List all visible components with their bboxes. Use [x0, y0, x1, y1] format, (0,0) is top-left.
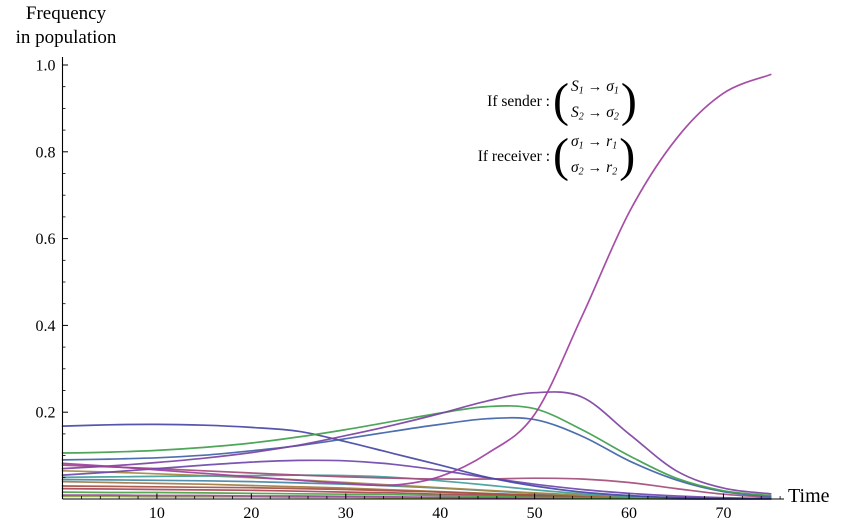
series-path-strategy-maroon-pink: [61, 464, 772, 499]
close-paren: ): [620, 74, 637, 128]
y-tick-label: 0.2: [36, 405, 56, 422]
open-paren: (: [553, 129, 569, 183]
maps-to-arrow: →: [587, 134, 603, 150]
sender-signal-1: σ: [606, 78, 614, 95]
series-path-strategy-green-low: [61, 491, 772, 500]
y-axis-title-line2: in population: [15, 27, 117, 48]
open-paren: (: [553, 74, 569, 128]
series-path-strategy-violet: [61, 391, 772, 495]
receiver-act-2: r: [606, 158, 613, 176]
y-tick-label: 0.6: [36, 231, 56, 248]
receiver-signal-1: σ: [570, 133, 579, 150]
x-tick-label: 20: [243, 505, 259, 522]
series-path-strategy-steel-blue: [61, 416, 772, 498]
receiver-act-1-sub: 1: [612, 140, 618, 152]
x-axis-title: Time: [788, 485, 830, 507]
close-paren: ): [619, 129, 636, 183]
series-path-strategy-green: [61, 405, 772, 497]
maps-to-arrow: →: [587, 104, 603, 121]
series-path-winning-signaling-system-magenta-: [61, 73, 772, 487]
sender-strategy-row: If sender : ( S1 → σ1 S2 → σ2 ): [462, 76, 637, 127]
receiver-signal-1-sub: 1: [578, 140, 584, 152]
series-path-strategy-violet-2: [61, 459, 772, 500]
receiver-signal-2: σ: [570, 158, 579, 176]
sender-state-1-sub: 1: [578, 85, 584, 97]
receiver-map-2: σ2 → r2: [571, 157, 617, 183]
receiver-signal-2-sub: 2: [578, 166, 584, 177]
strategy-annotation: If sender : ( S1 → σ1 S2 → σ2 ) If receiver …: [462, 76, 637, 186]
x-tick-label: 10: [149, 505, 165, 522]
sender-matrix: S1 → σ1 S2 → σ2: [569, 76, 621, 127]
receiver-label: If receiver :: [477, 147, 550, 165]
x-tick-label: 40: [432, 505, 448, 522]
x-tick-label: 50: [527, 505, 543, 522]
receiver-map-1: σ1 → r1: [571, 131, 617, 157]
maps-to-arrow: →: [587, 159, 603, 176]
y-tick-label: 0.8: [36, 144, 56, 161]
receiver-act-1: r: [606, 133, 613, 150]
sender-state-1: S: [570, 78, 579, 95]
receiver-matrix: σ1 → r1 σ2 → r2: [569, 131, 619, 182]
sender-signal-1-sub: 1: [613, 85, 619, 97]
y-tick-label: 0.4: [36, 318, 56, 335]
x-tick-label: 70: [715, 505, 731, 522]
sender-signal-2: σ: [606, 103, 614, 121]
receiver-strategy-row: If receiver : ( σ1 → r1 σ2 → r2 ): [462, 131, 637, 182]
sender-map-1: S1 → σ1: [571, 76, 619, 102]
x-tick-label: 30: [338, 505, 354, 522]
y-axis-title-line1: Frequency: [25, 3, 107, 24]
sender-state-2: S: [570, 103, 579, 121]
y-tick-label: 1.0: [36, 58, 56, 75]
series-path-strategy-indigo: [61, 423, 772, 500]
sender-signal-2-sub: 2: [613, 111, 619, 122]
maps-to-arrow: →: [587, 79, 603, 95]
sender-label: If sender :: [487, 92, 550, 110]
y-axis-title: Frequency in population: [0, 2, 132, 50]
sender-map-2: S2 → σ2: [571, 102, 619, 128]
receiver-act-2-sub: 2: [612, 166, 618, 177]
sender-state-2-sub: 2: [578, 111, 584, 122]
x-tick-label: 60: [621, 505, 637, 522]
